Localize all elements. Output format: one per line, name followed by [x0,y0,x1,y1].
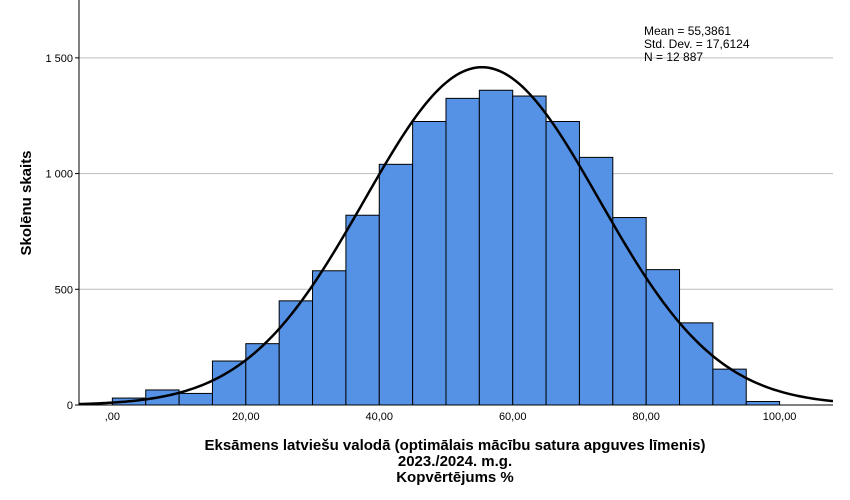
histogram-bar-19 [745,401,781,406]
histogram-bar-6 [312,270,347,406]
x-tick-label-1: 20,00 [232,411,260,423]
x-tick-label-2: 40,00 [365,411,393,423]
histogram-bar-16 [645,269,681,406]
y-tick-labels: 0 500 1 000 1 500 [45,53,79,412]
stats-mean: Mean = 55,3861 [644,24,731,38]
stats-std-dev: Std. Dev. = 17,6124 [644,37,750,51]
stats-n: N = 12 887 [644,50,703,64]
x-tick-labels: ,00 20,00 40,00 60,00 80,00 100,00 [105,411,797,423]
histogram-bar-5 [278,300,314,406]
histogram-bar-13 [545,121,580,406]
histogram-bar-10 [445,97,480,406]
histogram-bar-2 [178,392,213,406]
histogram-bar-8 [378,163,414,406]
x-axis-title: Eksāmens latviešu valodā (optimālais māc… [204,437,705,486]
x-tick-label-0: ,00 [105,411,120,423]
histogram-bar-4 [245,343,280,406]
y-tick-label-3: 1 500 [45,53,73,65]
x-axis-title-line-3: Kopvērtējums % [396,469,514,486]
y-tick-label-0: 0 [67,400,73,412]
histogram-bars [111,89,781,406]
histogram-bar-15 [612,217,647,406]
axes [78,0,833,406]
histogram-bar-9 [412,121,447,406]
x-tick-label-5: 100,00 [763,411,797,423]
y-axis-title: Skolēnu skaits [18,150,35,255]
x-axis-title-line-1: Eksāmens latviešu valodā (optimālais māc… [204,437,705,454]
histogram-bar-17 [679,322,714,406]
x-tick-label-3: 60,00 [499,411,527,423]
normal-curve-layer [78,65,834,406]
histogram-bar-7 [345,214,380,406]
y-tick-label-1: 500 [55,284,73,296]
x-axis-title-line-2: 2023./2024. m.g. [398,453,512,470]
y-tick-label-2: 1 000 [45,169,73,181]
histogram-bar-12 [512,95,547,406]
histogram-bar-3 [211,360,247,406]
stats-box: Mean = 55,3861 Std. Dev. = 17,6124 N = 1… [644,24,750,64]
histogram-bar-11 [478,89,514,406]
normal-curve [78,65,834,406]
x-tick-label-4: 80,00 [632,411,660,423]
